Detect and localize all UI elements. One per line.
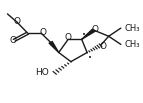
Polygon shape — [82, 29, 95, 39]
Text: HO: HO — [36, 68, 49, 77]
Text: •: • — [88, 55, 92, 61]
Text: O: O — [100, 42, 107, 51]
Text: O: O — [39, 28, 46, 37]
Text: O: O — [92, 25, 99, 34]
Text: CH₃: CH₃ — [125, 24, 140, 33]
Text: •: • — [82, 32, 86, 38]
Text: O: O — [13, 16, 20, 26]
Text: CH₃: CH₃ — [125, 40, 140, 49]
Text: O: O — [9, 36, 16, 45]
Text: O: O — [65, 33, 72, 42]
Polygon shape — [49, 42, 59, 53]
